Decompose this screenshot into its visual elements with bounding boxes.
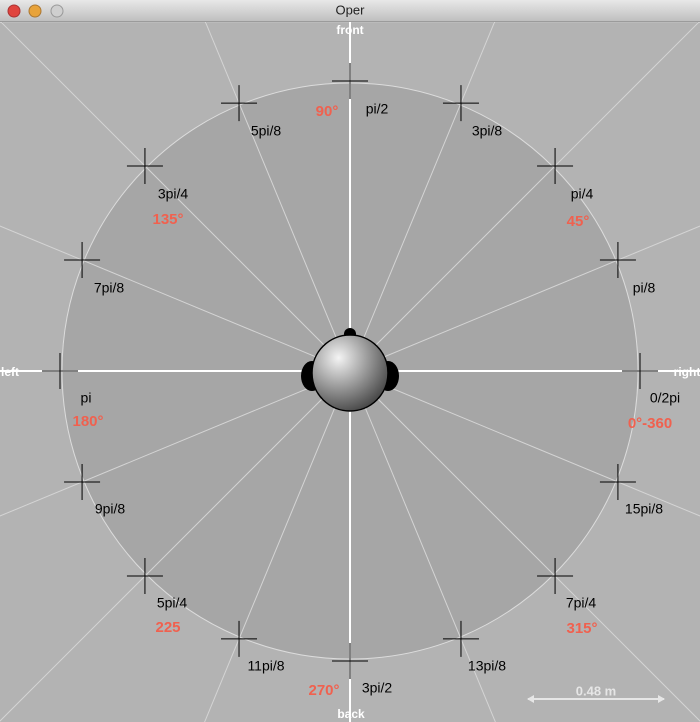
speaker-cross: [622, 353, 658, 389]
angle-label: pi/8: [633, 280, 656, 296]
angle-label: pi/2: [366, 101, 389, 117]
speaker-cross: [221, 620, 258, 657]
speaker-cross: [64, 242, 101, 279]
angle-label: 3pi/2: [362, 680, 393, 696]
speaker-cross: [221, 85, 258, 122]
close-button[interactable]: [7, 4, 21, 18]
speaker-cross: [332, 63, 368, 99]
head: [301, 328, 399, 412]
speaker-cross: [599, 463, 636, 500]
angle-label: 5pi/4: [157, 595, 188, 611]
angle-label: pi/4: [571, 186, 594, 202]
speaker-cross: [126, 558, 163, 595]
degree-label: 225: [155, 619, 180, 636]
zoom-button[interactable]: [50, 4, 64, 18]
speaker-cross: [42, 353, 78, 389]
speaker-cross: [442, 85, 479, 122]
degree-label: 45°: [567, 213, 590, 230]
speaker-cross: [537, 558, 574, 595]
angle-label: 0/2pi: [650, 390, 680, 406]
angle-label: 11pi/8: [247, 658, 284, 674]
right-label: right: [674, 365, 700, 379]
speaker-cross: [537, 147, 574, 184]
head-circle: [311, 334, 389, 412]
window-title: Oper: [336, 2, 366, 17]
angle-label: 5pi/8: [251, 123, 282, 139]
front-label: front: [336, 23, 363, 37]
angle-label: 3pi/8: [472, 123, 503, 139]
scale-bar: 0.48 m: [527, 683, 665, 703]
angle-label: 9pi/8: [95, 501, 126, 517]
angle-label: 7pi/8: [94, 280, 125, 296]
speaker-cross: [332, 643, 368, 679]
speaker-cross: [64, 463, 101, 500]
degree-label: 270°: [308, 682, 339, 699]
degree-label: 180°: [72, 413, 103, 430]
angle-label: 3pi/4: [158, 186, 189, 202]
speaker-cross: [442, 620, 479, 657]
speaker-cross: [599, 242, 636, 279]
degree-label: 0°-360: [628, 415, 672, 432]
markers: 0/2pi pi/8 pi/4 3pi/8 pi/2 5pi/8 3pi/4 7pi/8 pi 9…: [42, 63, 680, 699]
speaker-cross: [126, 147, 163, 184]
degree-label: 315°: [566, 620, 597, 637]
angle-label: 15pi/8: [625, 501, 663, 517]
angle-label: pi: [81, 390, 92, 406]
degree-label: 90°: [316, 103, 339, 120]
back-label: back: [337, 707, 365, 721]
title-bar: [0, 0, 700, 22]
minimize-button[interactable]: [28, 4, 42, 18]
degree-label: 135°: [152, 211, 183, 228]
angle-label: 7pi/4: [566, 595, 597, 611]
left-label: left: [1, 365, 19, 379]
scale-label: 0.48 m: [576, 683, 616, 698]
angle-label: 13pi/8: [468, 658, 506, 674]
